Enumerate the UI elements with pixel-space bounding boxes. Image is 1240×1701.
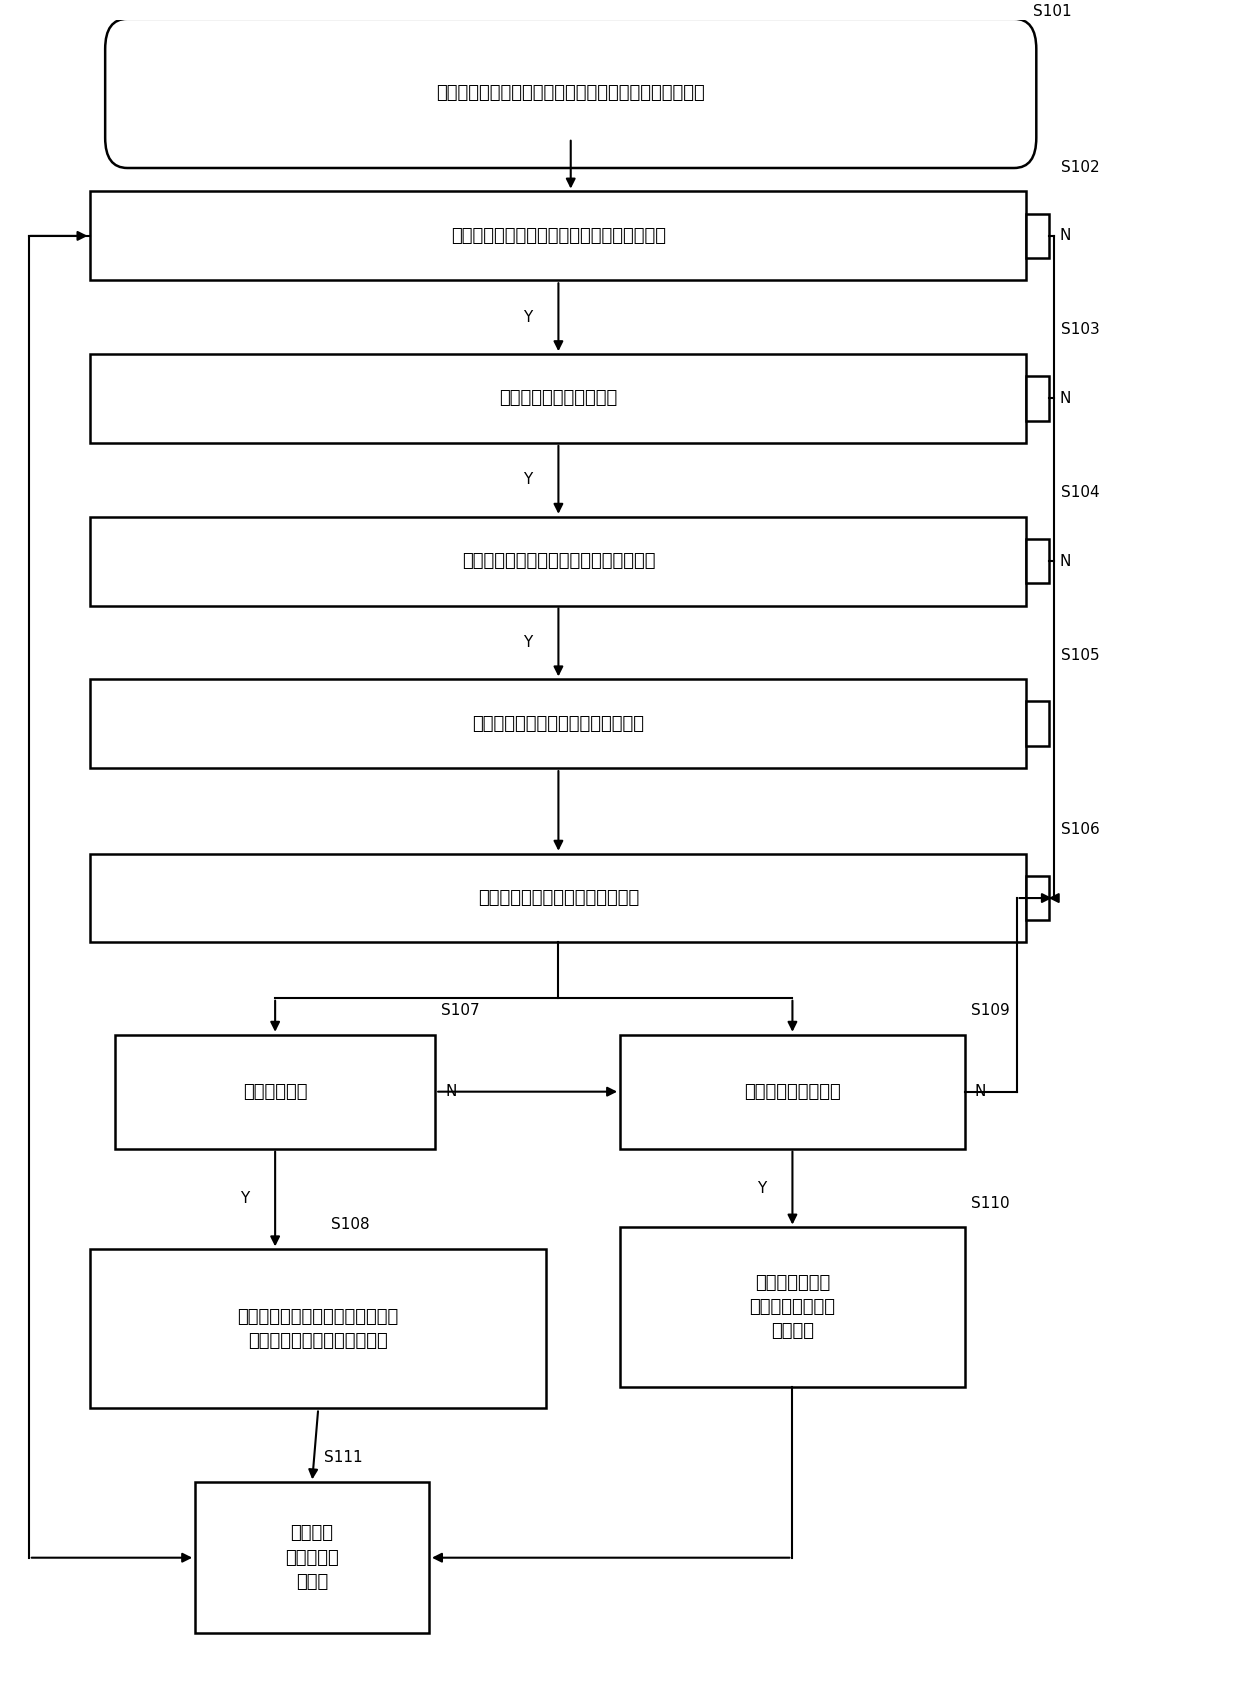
- Bar: [91, 354, 1027, 442]
- Text: Y: Y: [523, 634, 532, 650]
- Text: 检测是否发送了加热指令或绞车电机指令: 检测是否发送了加热指令或绞车电机指令: [461, 553, 655, 570]
- Text: 检测是否进入冰下湖: 检测是否进入冰下湖: [744, 1082, 841, 1101]
- Bar: [1027, 376, 1049, 420]
- Text: 开启上部钻头和侧壁加热丝加热，
并控制绞车电机使探测器返回: 开启上部钻头和侧壁加热丝加热， 并控制绞车电机使探测器返回: [238, 1308, 399, 1351]
- Text: N: N: [1060, 553, 1071, 568]
- Text: S104: S104: [1061, 485, 1100, 500]
- Text: 解析上位机数据是否正确: 解析上位机数据是否正确: [500, 390, 618, 408]
- Bar: [115, 1034, 435, 1148]
- Text: N: N: [1060, 228, 1071, 243]
- Text: 检测是否漏水: 检测是否漏水: [243, 1082, 308, 1101]
- Bar: [1027, 539, 1049, 583]
- Text: 启动加热控制系统和绞车电机驱动器: 启动加热控制系统和绞车电机驱动器: [472, 714, 645, 733]
- Text: Y: Y: [523, 473, 532, 486]
- Bar: [1027, 876, 1049, 920]
- Text: N: N: [1060, 391, 1071, 407]
- Bar: [620, 1228, 965, 1386]
- Bar: [91, 192, 1027, 281]
- Text: S101: S101: [1033, 3, 1071, 19]
- Bar: [195, 1482, 429, 1633]
- Text: 检测与冰上载波机连接的上位机是否发送数据: 检测与冰上载波机连接的上位机是否发送数据: [451, 226, 666, 245]
- Text: Y: Y: [523, 310, 532, 325]
- Text: Y: Y: [239, 1191, 249, 1206]
- FancyBboxPatch shape: [105, 19, 1037, 168]
- Bar: [620, 1034, 965, 1148]
- Text: S109: S109: [971, 1004, 1009, 1017]
- Text: S106: S106: [1061, 822, 1100, 837]
- Text: S103: S103: [1061, 321, 1100, 337]
- Text: 打包发送
数据给冰下
载波机: 打包发送 数据给冰下 载波机: [285, 1524, 339, 1590]
- Bar: [91, 1249, 546, 1408]
- Text: S102: S102: [1061, 160, 1100, 175]
- Text: S108: S108: [331, 1218, 370, 1233]
- Text: Y: Y: [756, 1180, 766, 1196]
- Bar: [1027, 701, 1049, 747]
- Text: S107: S107: [441, 1004, 480, 1017]
- Text: N: N: [445, 1084, 456, 1099]
- Bar: [91, 854, 1027, 942]
- Text: 循环向传感器组发送数据采集指令: 循环向传感器组发送数据采集指令: [477, 890, 639, 907]
- Text: 测控系统初始化，主控制板对自身以及外围设备进行自检: 测控系统初始化，主控制板对自身以及外围设备进行自检: [436, 85, 706, 102]
- Text: S111: S111: [325, 1451, 363, 1466]
- Bar: [91, 679, 1027, 769]
- Bar: [91, 517, 1027, 606]
- Text: N: N: [975, 1084, 986, 1099]
- Bar: [1027, 214, 1049, 259]
- Text: S105: S105: [1061, 648, 1100, 662]
- Text: 停止绞车电机及
加热，开启采样与
观测系统: 停止绞车电机及 加热，开启采样与 观测系统: [749, 1274, 836, 1340]
- Text: S110: S110: [971, 1196, 1009, 1211]
